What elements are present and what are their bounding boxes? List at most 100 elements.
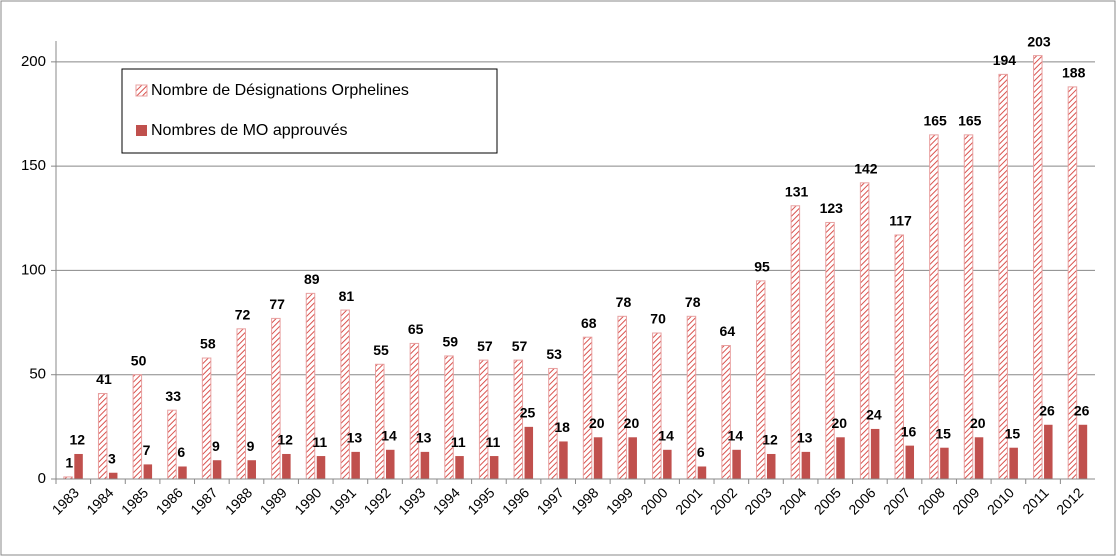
value-label: 78 bbox=[685, 294, 701, 310]
value-label: 20 bbox=[970, 415, 986, 431]
value-label: 20 bbox=[624, 415, 640, 431]
value-label: 117 bbox=[889, 213, 912, 229]
value-label: 12 bbox=[277, 432, 293, 448]
bar bbox=[375, 363, 385, 480]
value-label: 13 bbox=[347, 430, 363, 446]
value-label: 77 bbox=[269, 296, 285, 312]
bar bbox=[305, 292, 316, 480]
value-label: 57 bbox=[477, 338, 493, 354]
value-label: 9 bbox=[247, 438, 255, 454]
bar bbox=[340, 309, 350, 480]
bar bbox=[663, 449, 672, 479]
value-label: 50 bbox=[131, 352, 147, 368]
value-label: 89 bbox=[304, 271, 320, 287]
value-label: 9 bbox=[212, 438, 220, 454]
bar bbox=[652, 332, 662, 480]
value-label: 20 bbox=[831, 415, 847, 431]
value-label: 53 bbox=[546, 346, 562, 362]
value-label: 65 bbox=[408, 321, 424, 337]
value-label: 70 bbox=[650, 311, 666, 327]
value-label: 11 bbox=[451, 434, 466, 450]
value-label: 11 bbox=[486, 434, 501, 450]
value-label: 26 bbox=[1039, 402, 1055, 418]
y-tick-label: 200 bbox=[21, 53, 46, 70]
value-label: 78 bbox=[616, 294, 632, 310]
value-label: 57 bbox=[512, 338, 528, 354]
value-label: 15 bbox=[935, 425, 951, 441]
bar bbox=[905, 445, 915, 479]
bar bbox=[1044, 424, 1053, 479]
bar bbox=[686, 315, 697, 480]
value-label: 41 bbox=[96, 371, 112, 387]
bar bbox=[524, 426, 534, 479]
bar bbox=[108, 472, 118, 479]
value-label: 188 bbox=[1062, 65, 1086, 81]
value-label: 6 bbox=[697, 444, 705, 460]
bar bbox=[132, 374, 143, 480]
value-label: 14 bbox=[658, 428, 674, 444]
value-label: 12 bbox=[762, 432, 778, 448]
value-label: 81 bbox=[339, 288, 355, 304]
value-label: 165 bbox=[958, 113, 982, 129]
bar bbox=[282, 453, 291, 479]
value-label: 24 bbox=[866, 407, 882, 423]
bar bbox=[1009, 447, 1018, 479]
value-label: 20 bbox=[589, 415, 605, 431]
bar bbox=[143, 464, 153, 479]
value-label: 131 bbox=[785, 183, 809, 199]
value-label: 1 bbox=[65, 455, 73, 471]
value-label: 26 bbox=[1074, 402, 1090, 418]
value-label: 13 bbox=[416, 430, 432, 446]
bar bbox=[559, 441, 568, 479]
value-label: 123 bbox=[820, 200, 844, 216]
legend-swatch bbox=[136, 125, 147, 136]
value-label: 64 bbox=[720, 323, 736, 339]
bar bbox=[721, 345, 731, 480]
bar bbox=[167, 409, 177, 480]
y-tick-label: 50 bbox=[29, 366, 46, 383]
bar bbox=[582, 336, 593, 480]
value-label: 16 bbox=[901, 423, 917, 439]
bar bbox=[351, 451, 360, 479]
bar bbox=[178, 466, 187, 479]
bar bbox=[271, 317, 281, 480]
bar bbox=[478, 359, 489, 480]
value-label: 11 bbox=[312, 434, 327, 450]
bar bbox=[974, 437, 984, 479]
legend-swatch bbox=[135, 84, 148, 97]
bar bbox=[870, 428, 880, 479]
value-label: 165 bbox=[923, 113, 947, 129]
bar bbox=[998, 73, 1008, 480]
y-tick-label: 100 bbox=[21, 261, 46, 278]
value-label: 14 bbox=[728, 428, 744, 444]
bar bbox=[420, 451, 430, 479]
bar bbox=[859, 182, 870, 480]
bar bbox=[386, 449, 395, 479]
value-label: 3 bbox=[108, 450, 116, 466]
value-label: 14 bbox=[381, 428, 397, 444]
value-label: 142 bbox=[854, 161, 878, 177]
bar bbox=[409, 342, 420, 480]
bar bbox=[316, 456, 326, 479]
bar bbox=[801, 451, 811, 479]
bar bbox=[444, 355, 454, 480]
bar bbox=[593, 437, 603, 479]
value-label: 203 bbox=[1027, 33, 1051, 49]
bar bbox=[617, 315, 627, 480]
legend-label: Nombre de Désignations Orphelines bbox=[151, 82, 409, 99]
bar bbox=[455, 456, 464, 479]
value-label: 58 bbox=[200, 336, 216, 352]
value-label: 95 bbox=[754, 259, 770, 275]
bar bbox=[825, 221, 835, 480]
bar bbox=[628, 437, 637, 479]
bar bbox=[836, 437, 845, 479]
bar bbox=[1067, 86, 1078, 480]
value-label: 59 bbox=[442, 334, 458, 350]
value-label: 55 bbox=[373, 342, 389, 358]
bar bbox=[766, 453, 776, 479]
y-tick-label: 150 bbox=[21, 157, 46, 174]
value-label: 12 bbox=[70, 432, 86, 448]
bar bbox=[489, 456, 499, 479]
bar bbox=[247, 460, 256, 479]
